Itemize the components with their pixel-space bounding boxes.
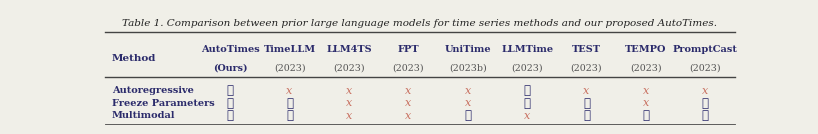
Text: x: x: [465, 86, 471, 96]
Text: x: x: [405, 86, 411, 96]
Text: (Ours): (Ours): [213, 63, 248, 72]
Text: Method: Method: [112, 54, 156, 63]
Text: Freeze Parameters: Freeze Parameters: [112, 99, 214, 108]
Text: ✓: ✓: [227, 97, 234, 110]
Text: (2023): (2023): [630, 63, 662, 72]
Text: TEMPO: TEMPO: [625, 45, 667, 54]
Text: ✓: ✓: [583, 97, 590, 110]
Text: ✓: ✓: [227, 84, 234, 97]
Text: x: x: [286, 86, 293, 96]
Text: x: x: [346, 98, 352, 108]
Text: LLM4TS: LLM4TS: [326, 45, 371, 54]
Text: LLMTime: LLMTime: [501, 45, 553, 54]
Text: ✓: ✓: [286, 109, 293, 122]
Text: (2023): (2023): [393, 63, 425, 72]
Text: (2023): (2023): [571, 63, 602, 72]
Text: x: x: [583, 86, 590, 96]
Text: (2023): (2023): [274, 63, 305, 72]
Text: PromptCast: PromptCast: [672, 45, 738, 54]
Text: x: x: [465, 98, 471, 108]
Text: Multimodal: Multimodal: [112, 111, 175, 120]
Text: x: x: [346, 86, 352, 96]
Text: x: x: [702, 86, 708, 96]
Text: ✓: ✓: [702, 97, 708, 110]
Text: x: x: [643, 98, 649, 108]
Text: x: x: [346, 111, 352, 121]
Text: Table 1. Comparison between prior large language models for time series methods : Table 1. Comparison between prior large …: [122, 19, 717, 28]
Text: ✓: ✓: [227, 109, 234, 122]
Text: ✓: ✓: [286, 97, 293, 110]
Text: ✓: ✓: [583, 109, 590, 122]
Text: TEST: TEST: [572, 45, 601, 54]
Text: FPT: FPT: [398, 45, 419, 54]
Text: TimeLLM: TimeLLM: [263, 45, 316, 54]
Text: x: x: [405, 111, 411, 121]
Text: ✓: ✓: [642, 109, 649, 122]
Text: (2023): (2023): [333, 63, 365, 72]
Text: ✓: ✓: [702, 109, 708, 122]
Text: ✓: ✓: [524, 97, 531, 110]
Text: (2023): (2023): [690, 63, 721, 72]
Text: (2023): (2023): [511, 63, 543, 72]
Text: AutoTimes: AutoTimes: [201, 45, 259, 54]
Text: Autoregressive: Autoregressive: [112, 86, 194, 95]
Text: x: x: [524, 111, 530, 121]
Text: ✓: ✓: [524, 84, 531, 97]
Text: ✓: ✓: [465, 109, 471, 122]
Text: x: x: [643, 86, 649, 96]
Text: x: x: [405, 98, 411, 108]
Text: UniTime: UniTime: [444, 45, 491, 54]
Text: (2023b): (2023b): [449, 63, 487, 72]
